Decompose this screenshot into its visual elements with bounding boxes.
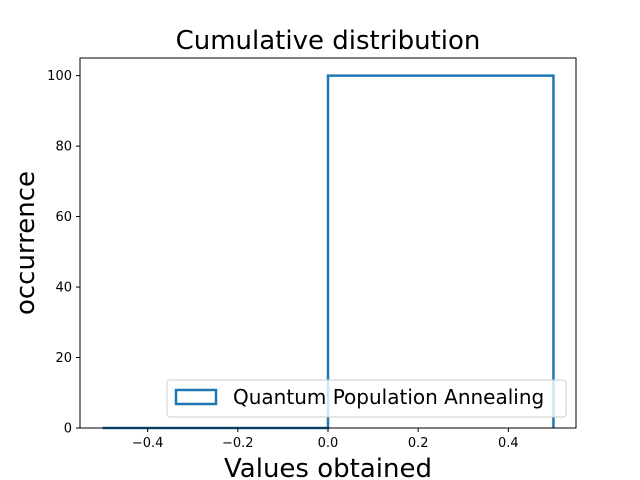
legend-swatch <box>174 388 218 406</box>
legend: Quantum Population Annealing <box>166 379 567 418</box>
chart-title: Cumulative distribution <box>176 26 481 56</box>
y-axis-ticks: 0 20 40 60 80 100 <box>47 69 80 437</box>
x-tick-label: 0.4 <box>498 436 519 451</box>
histogram-step-outline <box>102 74 555 430</box>
y-tick-label: 20 <box>55 351 72 366</box>
y-tick-label: 60 <box>55 210 72 225</box>
y-tick-label: 0 <box>64 422 72 437</box>
x-axis-ticks: −0.4 −0.2 0.0 0.2 0.4 <box>132 428 519 451</box>
x-axis-label: Values obtained <box>224 454 432 480</box>
plot-area <box>102 74 555 430</box>
legend-label: Quantum Population Annealing <box>233 385 544 409</box>
x-tick-label: 0.2 <box>408 436 429 451</box>
y-axis-label: occurrence <box>11 171 41 315</box>
y-tick-label: 80 <box>55 140 72 155</box>
y-tick-label: 40 <box>55 281 72 296</box>
x-tick-label: 0.0 <box>318 436 339 451</box>
x-tick-label: −0.4 <box>132 436 164 451</box>
x-tick-label: −0.2 <box>222 436 254 451</box>
y-tick-label: 100 <box>47 69 72 84</box>
legend-box <box>166 379 567 418</box>
